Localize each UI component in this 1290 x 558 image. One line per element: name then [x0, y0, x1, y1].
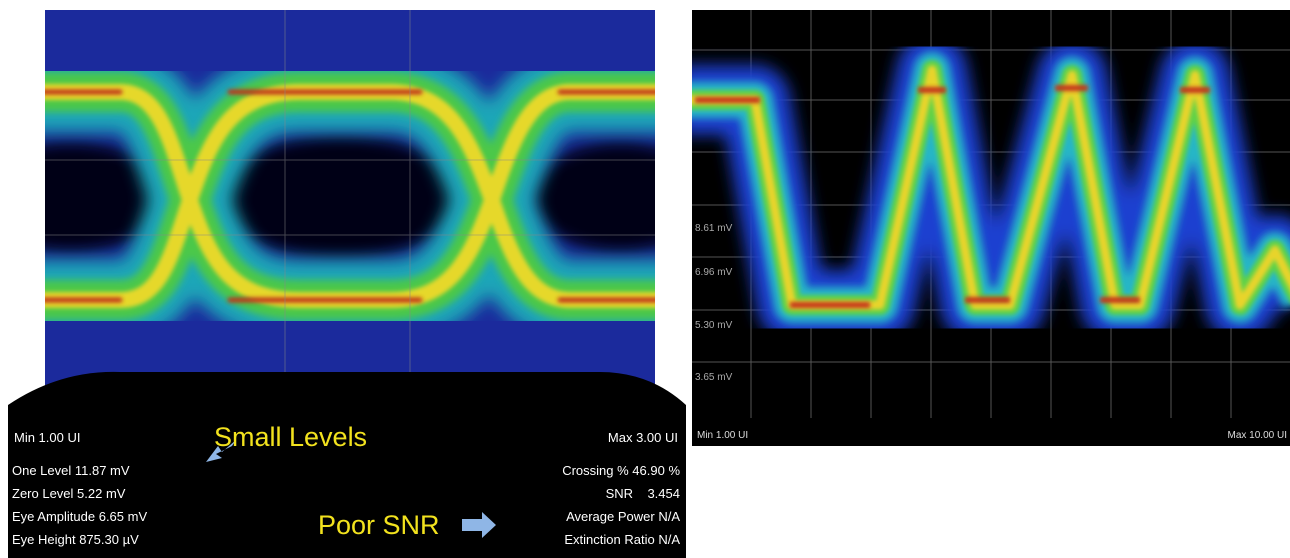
arrow [462, 512, 496, 538]
measurement-panel [8, 371, 686, 558]
waveform [692, 10, 1290, 418]
measurement: Eye Amplitude 6.65 mV [12, 509, 148, 524]
axis-label: 6.96 mV [695, 267, 733, 278]
max-label: Max 3.00 UI [607, 430, 678, 445]
measurement: SNR 3.454 [605, 486, 680, 501]
axis-label: 3.65 mV [695, 372, 733, 383]
measurement: Eye Height 875.30 µV [12, 532, 139, 547]
axis-bar [692, 418, 1290, 446]
measurement: Zero Level 5.22 mV [12, 486, 126, 501]
measurement: One Level 11.87 mV [12, 463, 130, 478]
measurement: Crossing % 46.90 % [562, 463, 680, 478]
callout: Small Levels [214, 422, 368, 452]
measurement: Extinction Ratio N/A [564, 532, 680, 547]
axis-label: 8.61 mV [695, 223, 733, 234]
axis-label: 5.30 mV [695, 320, 733, 331]
measurement: Average Power N/A [566, 509, 680, 524]
arrow [206, 440, 236, 462]
min-label: Min 1.00 UI [14, 430, 81, 445]
max-label: Max 10.00 UI [1227, 430, 1287, 441]
min-label: Min 1.00 UI [697, 430, 749, 441]
callout: Poor SNR [318, 510, 440, 540]
eye-diagram [45, 10, 655, 405]
